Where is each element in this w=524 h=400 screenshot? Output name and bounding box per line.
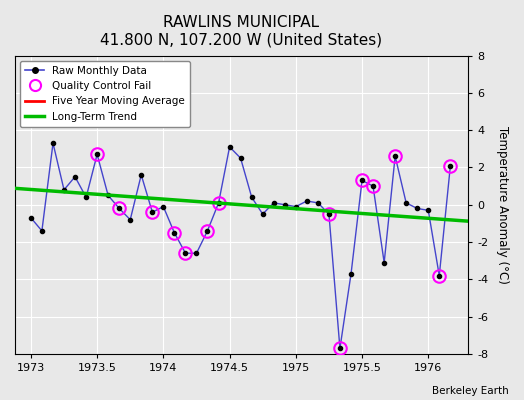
Y-axis label: Temperature Anomaly (°C): Temperature Anomaly (°C) [496,126,509,284]
Legend: Raw Monthly Data, Quality Control Fail, Five Year Moving Average, Long-Term Tren: Raw Monthly Data, Quality Control Fail, … [20,61,190,127]
Text: Berkeley Earth: Berkeley Earth [432,386,508,396]
Title: RAWLINS MUNICIPAL
41.800 N, 107.200 W (United States): RAWLINS MUNICIPAL 41.800 N, 107.200 W (U… [101,15,383,47]
